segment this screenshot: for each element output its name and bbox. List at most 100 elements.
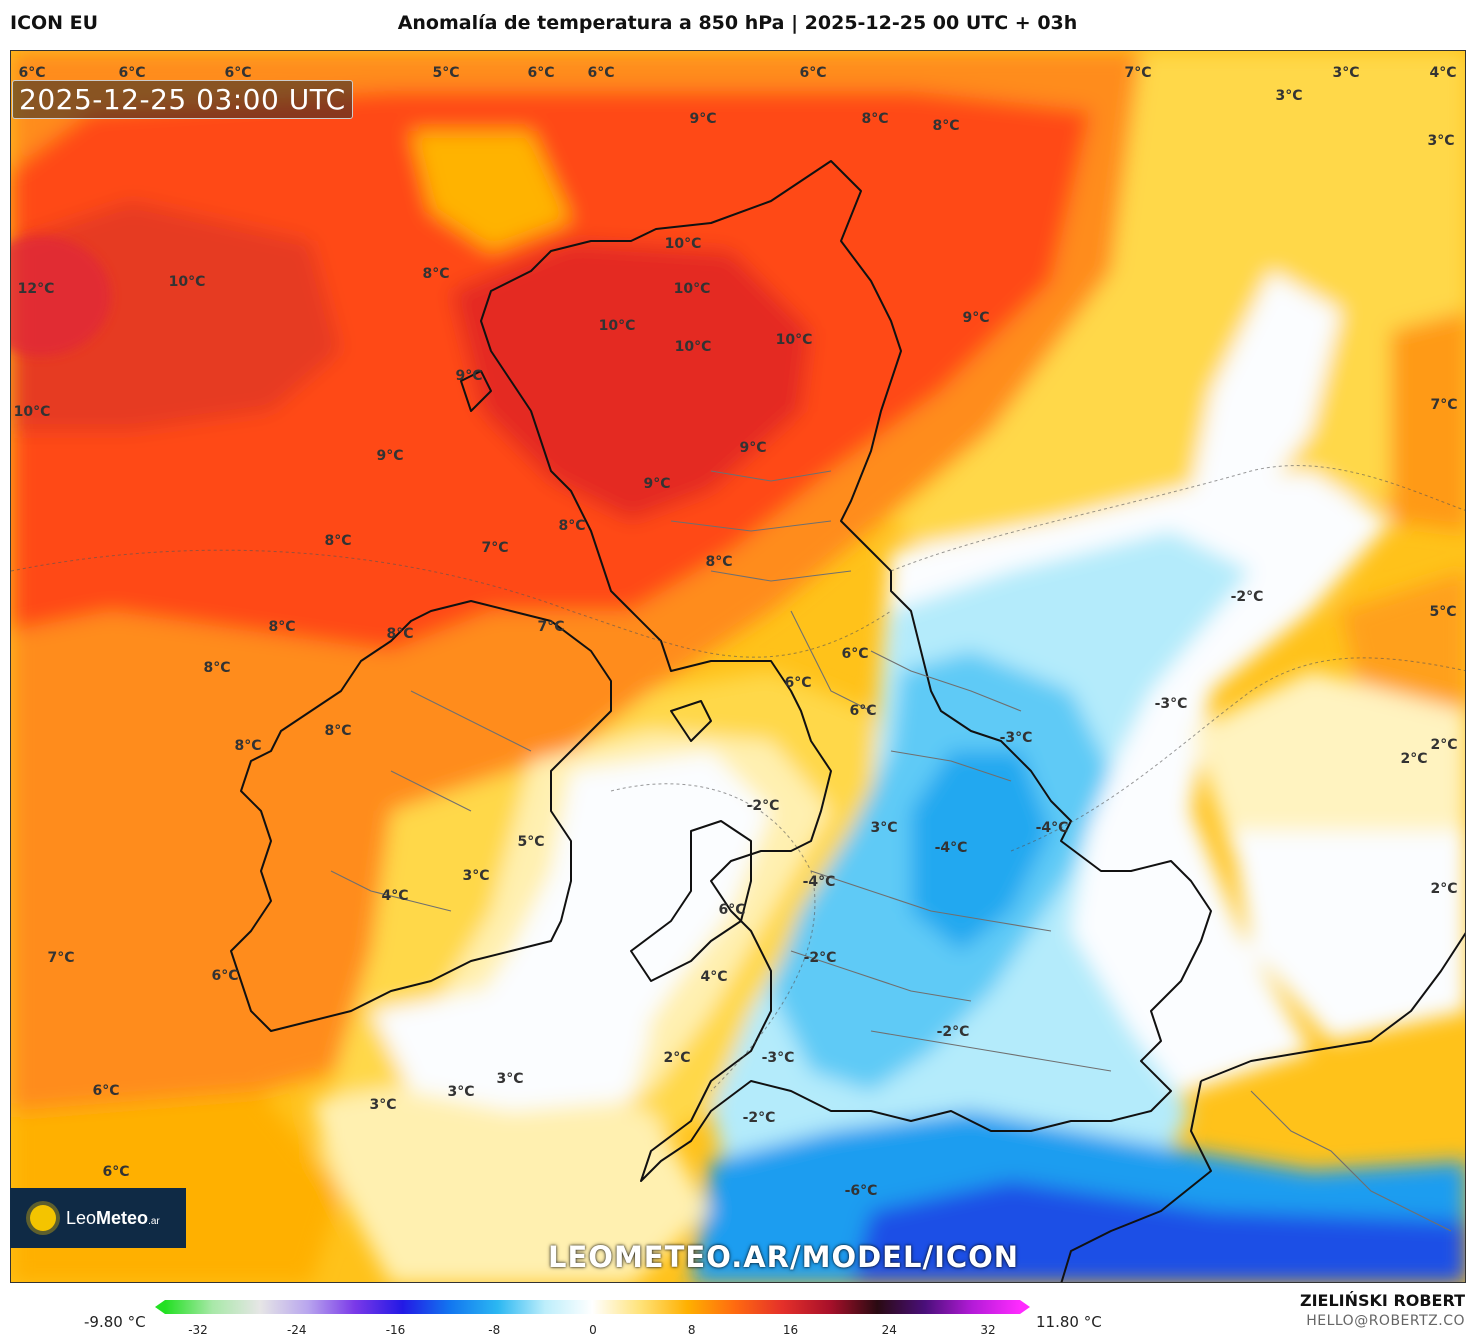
field-deepest: [851, 1181, 1465, 1282]
temp-label: 4°C: [381, 888, 409, 904]
temp-label: 3°C: [1275, 88, 1303, 104]
temperature-anomaly-field: [11, 51, 1465, 1282]
leometeo-logo: LeoMeteo.ar: [10, 1188, 186, 1248]
temp-label: 6°C: [527, 65, 555, 81]
contours: [11, 465, 1465, 1092]
model-name: ICON EU: [10, 12, 99, 34]
temp-label: 9°C: [643, 476, 671, 492]
colorbar-fill: [165, 1300, 1020, 1314]
field-yellow-nw: [411, 131, 571, 251]
temp-label: -3°C: [1154, 696, 1188, 712]
temp-label: 6°C: [92, 1083, 120, 1099]
temp-label: 5°C: [1429, 604, 1457, 620]
coast-france: [1060, 932, 1465, 1282]
temp-label: 7°C: [1430, 397, 1458, 413]
temp-label: 10°C: [664, 236, 702, 252]
temp-label: 6°C: [224, 65, 252, 81]
temp-label: 12°C: [17, 281, 55, 297]
colorbar-tick-label: 8: [687, 1323, 696, 1337]
temp-label: 9°C: [962, 310, 990, 326]
colorbar-tick-label: -8: [488, 1323, 501, 1337]
temp-label: 4°C: [700, 969, 728, 985]
temp-label: 7°C: [537, 619, 565, 635]
temp-label: 6°C: [784, 675, 812, 691]
temp-label: 2°C: [663, 1050, 691, 1066]
temp-label: 8°C: [861, 111, 889, 127]
colorbar-tick-label: 0: [589, 1323, 597, 1337]
temp-label: 2°C: [1430, 737, 1458, 753]
temp-label: 10°C: [168, 274, 206, 290]
field-orange-e: [1391, 311, 1465, 531]
colorbar-tick-label: -32: [188, 1323, 208, 1337]
colorbar: [155, 1300, 1030, 1314]
colorbar-max-label: 11.80 °C: [1036, 1313, 1102, 1331]
coast-iom: [670, 700, 712, 742]
temp-label: 9°C: [739, 440, 767, 456]
temp-label: -6°C: [844, 1183, 878, 1199]
coast-scotland: [480, 160, 1212, 1182]
temp-label: 3°C: [496, 1071, 524, 1087]
temp-label: 10°C: [13, 404, 51, 420]
temp-label: 2°C: [1400, 751, 1428, 767]
temp-label: 8°C: [386, 626, 414, 642]
temp-label: -2°C: [1230, 589, 1264, 605]
temp-label: 8°C: [558, 518, 586, 534]
field-warm-deep: [451, 241, 811, 521]
coast-skye: [460, 370, 492, 412]
temp-label: -2°C: [936, 1024, 970, 1040]
colorbar-tick-label: 16: [782, 1323, 799, 1337]
temp-label: 3°C: [462, 868, 490, 884]
field-colder: [911, 751, 1051, 951]
sun-icon: [30, 1205, 56, 1231]
field-yellow-ne: [891, 51, 1465, 571]
logo-wordmark: LeoMeteo.ar: [66, 1207, 160, 1228]
temp-label: 7°C: [1124, 65, 1152, 81]
temp-label: -3°C: [999, 730, 1033, 746]
temp-label: 3°C: [369, 1097, 397, 1113]
temp-label: 3°C: [1332, 65, 1360, 81]
map-panel: 6°C 6°C 6°C 5°C 6°C 6°C 6°C 7°C 3°C 4°C …: [10, 50, 1466, 1283]
temp-label: 6°C: [587, 65, 615, 81]
temp-label: -4°C: [1035, 820, 1069, 836]
temp-label: 8°C: [932, 118, 960, 134]
temp-label: -2°C: [803, 950, 837, 966]
temp-label: 7°C: [481, 540, 509, 556]
colorbar-tick-label: 32: [980, 1323, 996, 1337]
temp-label: 6°C: [118, 65, 146, 81]
temp-label: -2°C: [742, 1110, 776, 1126]
temp-label: 6°C: [849, 703, 877, 719]
temp-label: -3°C: [761, 1050, 795, 1066]
temp-label: 8°C: [203, 660, 231, 676]
coastlines: [230, 160, 1465, 1282]
temp-label: -4°C: [934, 840, 968, 856]
field-white-ne: [1191, 271, 1341, 511]
colorbar-right-arrow: [1020, 1300, 1030, 1314]
temp-label: 10°C: [775, 332, 813, 348]
author-email: HELLO@ROBERTZ.CO: [1306, 1313, 1465, 1329]
valid-time-badge: 2025-12-25 03:00 UTC: [12, 80, 353, 119]
colorbar-tick-label: -16: [385, 1323, 406, 1337]
field-hotspot: [11, 236, 111, 356]
temp-label: -4°C: [802, 874, 836, 890]
temp-label: -2°C: [746, 798, 780, 814]
temp-label: 3°C: [870, 820, 898, 836]
field-white-far: [1231, 831, 1465, 1041]
temp-label: 6°C: [211, 968, 239, 984]
temp-label: 9°C: [376, 448, 404, 464]
temp-label: 3°C: [1427, 133, 1455, 149]
temp-label: 3°C: [447, 1084, 475, 1100]
temp-label: 5°C: [517, 834, 545, 850]
coast-ireland: [230, 600, 612, 1032]
temp-label: 10°C: [674, 339, 712, 355]
author-credit: ZIELIŃSKI ROBERT: [1299, 1291, 1465, 1310]
colorbar-tick-label: -24: [286, 1323, 307, 1337]
temp-label: 9°C: [455, 368, 483, 384]
colorbar-left-arrow: [155, 1300, 165, 1314]
colorbar-tick-label: 24: [881, 1323, 897, 1337]
temp-label: 4°C: [1429, 65, 1457, 81]
temp-label: 8°C: [705, 554, 733, 570]
temp-label: 10°C: [673, 281, 711, 297]
temp-label: 8°C: [422, 266, 450, 282]
temp-label: 9°C: [689, 111, 717, 127]
temp-label: 8°C: [268, 619, 296, 635]
